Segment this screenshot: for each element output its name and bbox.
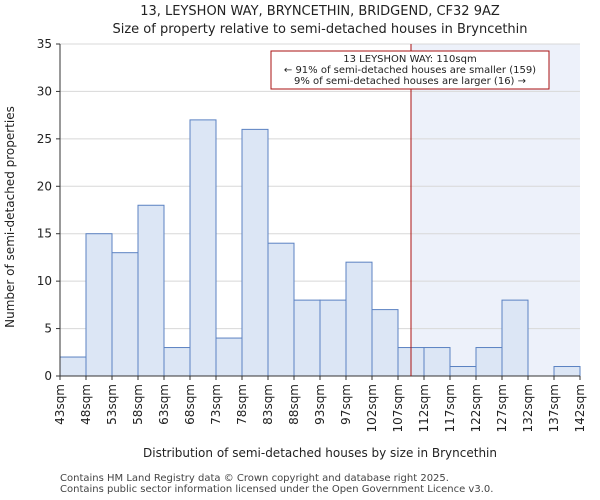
y-tick-label: 20 bbox=[37, 179, 52, 193]
footer-line-1: Contains HM Land Registry data © Crown c… bbox=[60, 473, 449, 484]
histogram-bar bbox=[189, 119, 217, 377]
x-tick-label: 97sqm bbox=[339, 384, 353, 425]
y-tick-label: 10 bbox=[37, 274, 52, 288]
histogram-bar bbox=[319, 299, 347, 377]
x-tick-label: 122sqm bbox=[469, 384, 483, 432]
histogram-bar bbox=[267, 242, 295, 377]
histogram-bar bbox=[423, 347, 451, 377]
histogram-bar bbox=[449, 366, 477, 377]
x-axis-label: Distribution of semi-detached houses by … bbox=[143, 446, 497, 460]
x-tick-label: 53sqm bbox=[105, 384, 119, 425]
y-tick-label: 0 bbox=[44, 369, 52, 383]
x-tick-label: 48sqm bbox=[79, 384, 93, 425]
annotation-line-2: ← 91% of semi-detached houses are smalle… bbox=[284, 65, 536, 76]
histogram-bar bbox=[293, 299, 321, 377]
x-tick-label: 43sqm bbox=[53, 384, 67, 425]
x-tick-label: 63sqm bbox=[157, 384, 171, 425]
chart-title: 13, LEYSHON WAY, BRYNCETHIN, BRIDGEND, C… bbox=[140, 4, 500, 19]
x-tick-label: 102sqm bbox=[365, 384, 379, 432]
larger-region-shading bbox=[411, 44, 580, 376]
footer-line-2: Contains public sector information licen… bbox=[60, 484, 494, 495]
histogram-chart: 13, LEYSHON WAY, BRYNCETHIN, BRIDGEND, C… bbox=[3, 4, 587, 460]
x-tick-label: 137sqm bbox=[547, 384, 561, 432]
y-tick-label: 5 bbox=[44, 322, 52, 336]
chart-subtitle: Size of property relative to semi-detach… bbox=[112, 22, 527, 37]
x-tick-label: 88sqm bbox=[287, 384, 301, 425]
histogram-bar bbox=[85, 233, 113, 377]
histogram-bar bbox=[345, 261, 373, 377]
histogram-bar bbox=[137, 204, 165, 377]
histogram-bar bbox=[111, 252, 139, 377]
x-tick-label: 127sqm bbox=[495, 384, 509, 432]
histogram-bar bbox=[215, 337, 243, 377]
x-tick-label: 83sqm bbox=[261, 384, 275, 425]
x-tick-label: 117sqm bbox=[443, 384, 457, 432]
y-tick-label: 30 bbox=[37, 84, 52, 98]
annotation-line-1: 13 LEYSHON WAY: 110sqm bbox=[343, 54, 476, 65]
histogram-bar bbox=[501, 299, 529, 377]
y-axis-label: Number of semi-detached properties bbox=[3, 106, 17, 328]
x-tick-label: 58sqm bbox=[131, 384, 145, 425]
histogram-bar bbox=[59, 356, 87, 377]
histogram-bar bbox=[241, 128, 269, 377]
x-tick-label: 68sqm bbox=[183, 384, 197, 425]
y-tick-label: 35 bbox=[37, 37, 52, 51]
annotation-line-3: 9% of semi-detached houses are larger (1… bbox=[294, 76, 526, 87]
x-tick-label: 132sqm bbox=[521, 384, 535, 432]
histogram-bar bbox=[163, 347, 191, 377]
x-tick-label: 107sqm bbox=[391, 384, 405, 432]
histogram-bar bbox=[475, 347, 503, 377]
annotation-border bbox=[270, 50, 550, 90]
y-tick-label: 15 bbox=[37, 227, 52, 241]
x-tick-label: 73sqm bbox=[209, 384, 223, 425]
x-tick-label: 93sqm bbox=[313, 384, 327, 425]
x-tick-label: 78sqm bbox=[235, 384, 249, 425]
histogram-bar bbox=[371, 309, 399, 377]
annotation-box: 13 LEYSHON WAY: 110sqm ← 91% of semi-det… bbox=[270, 50, 550, 90]
x-tick-label: 142sqm bbox=[573, 384, 587, 432]
histogram-bar bbox=[553, 366, 581, 377]
x-tick-label: 112sqm bbox=[417, 384, 431, 432]
y-tick-label: 25 bbox=[37, 132, 52, 146]
